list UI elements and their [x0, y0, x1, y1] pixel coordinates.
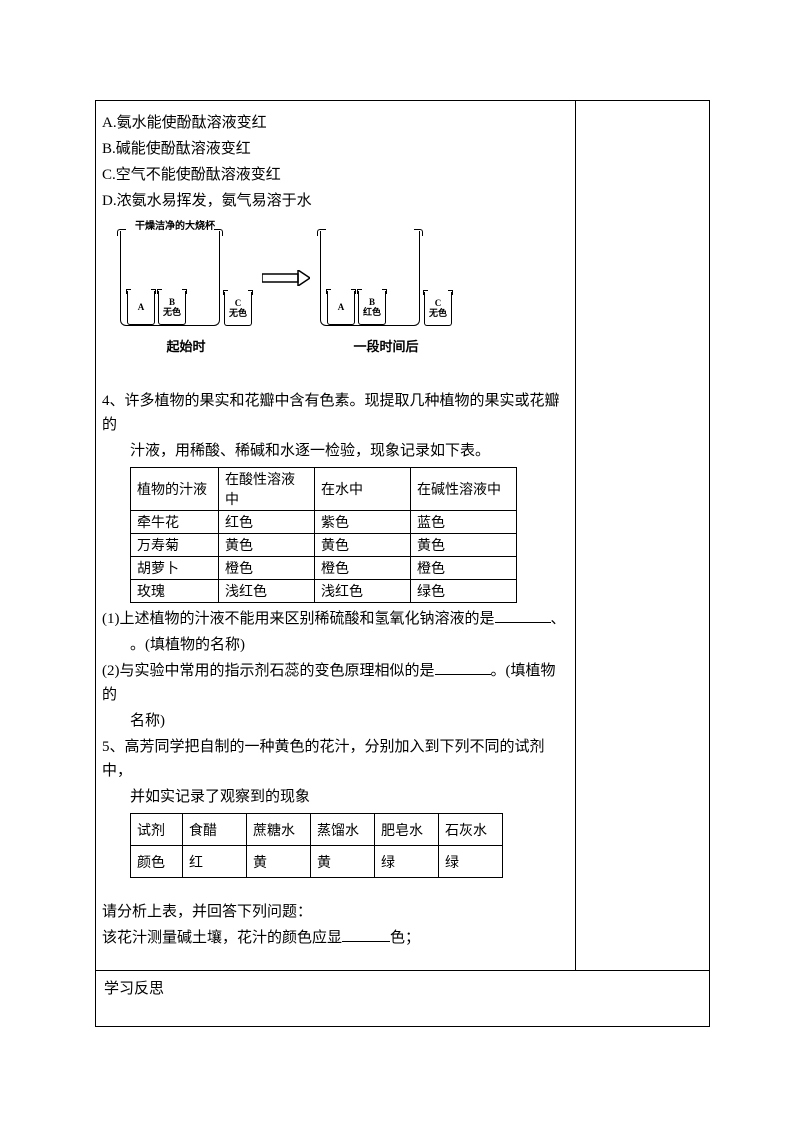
option-a: A.氨水能使酚酞溶液变红 [102, 111, 569, 135]
q4-part2c: 名称) [102, 709, 569, 733]
arrow-icon [262, 270, 310, 286]
big-beaker-end: A B红色 [320, 231, 420, 326]
beaker-b-2: B红色 [358, 291, 386, 325]
table-row: 胡萝卜橙色橙色橙色 [131, 557, 517, 580]
q5-stem-2: 并如实记录了观察到的现象 [102, 785, 569, 809]
q4-stem-2: 汁液，用稀酸、稀碱和水逐一检验，现象记录如下表。 [102, 439, 569, 463]
big-beaker-label: 干燥洁净的大烧杯 [135, 217, 215, 232]
beaker-c-1: C无色 [224, 292, 252, 326]
table-row: 颜色红黄黄绿绿 [131, 846, 503, 878]
table-row: 植物的汁液在酸性溶液中在水中在碱性溶液中 [131, 468, 517, 511]
side-column [576, 101, 709, 970]
option-c: C.空气不能使酚酞溶液变红 [102, 163, 569, 187]
caption-start: 起始时 [166, 336, 205, 355]
table-row: 万寿菊黄色黄色黄色 [131, 534, 517, 557]
q4-part1c: 。(填植物的名称) [102, 633, 569, 657]
footer-row: 学习反思 [95, 971, 710, 1027]
table-row: 玫瑰浅红色浅红色绿色 [131, 580, 517, 603]
table-row: 试剂食醋蔗糖水蒸馏水肥皂水石灰水 [131, 814, 503, 846]
q5-after-1: 请分析上表，并回答下列问题： [102, 900, 569, 924]
table-row: 牵牛花红色紫色蓝色 [131, 511, 517, 534]
q4-part2: (2)与实验中常用的指示剂石蕊的变色原理相似的是。(填植物的 [102, 659, 569, 707]
q4-stem-1: 4、许多植物的果实和花瓣中含有色素。现提取几种植物的果实或花瓣的 [102, 389, 569, 437]
beaker-a-2: A [327, 291, 355, 325]
option-b: B.碱能使酚酞溶液变红 [102, 137, 569, 161]
option-d: D.浓氨水易挥发，氨气易溶于水 [102, 189, 569, 213]
big-beaker-start: 干燥洁净的大烧杯 A B无色 [120, 231, 220, 326]
main-content: A.氨水能使酚酞溶液变红 B.碱能使酚酞溶液变红 C.空气不能使酚酞溶液变红 D… [96, 101, 576, 970]
experiment-diagram: 干燥洁净的大烧杯 A B无色 C无色 起始时 [120, 231, 569, 355]
footer-label: 学习反思 [104, 981, 164, 997]
q4-table: 植物的汁液在酸性溶液中在水中在碱性溶液中 牵牛花红色紫色蓝色 万寿菊黄色黄色黄色… [130, 467, 517, 603]
beaker-a-1: A [127, 291, 155, 325]
beaker-b-1: B无色 [158, 291, 186, 325]
q5-stem-1: 5、高芳同学把自制的一种黄色的花汁，分别加入到下列不同的试剂中， [102, 735, 569, 783]
q5-after-2: 该花汁测量碱土壤，花汁的颜色应显色； [102, 926, 569, 950]
beaker-c-2: C无色 [424, 292, 452, 326]
q5-table: 试剂食醋蔗糖水蒸馏水肥皂水石灰水 颜色红黄黄绿绿 [130, 813, 503, 878]
caption-end: 一段时间后 [353, 336, 418, 355]
q4-part1: (1)上述植物的汁液不能用来区别稀硫酸和氢氧化钠溶液的是、 [102, 607, 569, 631]
